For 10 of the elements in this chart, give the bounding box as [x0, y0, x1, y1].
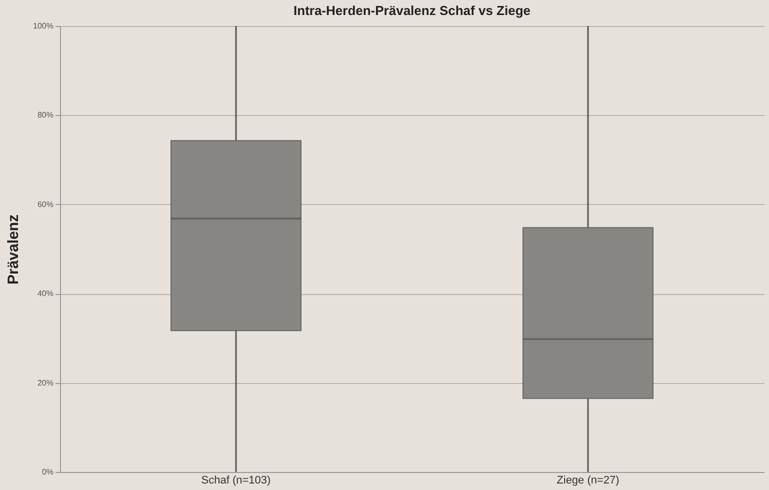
- y-tick-label: 80%: [37, 110, 54, 120]
- y-tick-label: 100%: [33, 22, 54, 30]
- y-tick-label: 60%: [37, 200, 54, 209]
- y-tick-label: 40%: [37, 289, 54, 298]
- chart-title: Intra-Herden-Prävalenz Schaf vs Ziege: [294, 3, 530, 18]
- x-tick-label: Ziege (n=27): [556, 474, 620, 486]
- x-tick-label: Schaf (n=103): [201, 474, 271, 486]
- y-tick-label: 0%: [42, 468, 54, 476]
- y-tick-label: 20%: [37, 378, 54, 388]
- y-axis-title: Prävalenz: [5, 214, 22, 285]
